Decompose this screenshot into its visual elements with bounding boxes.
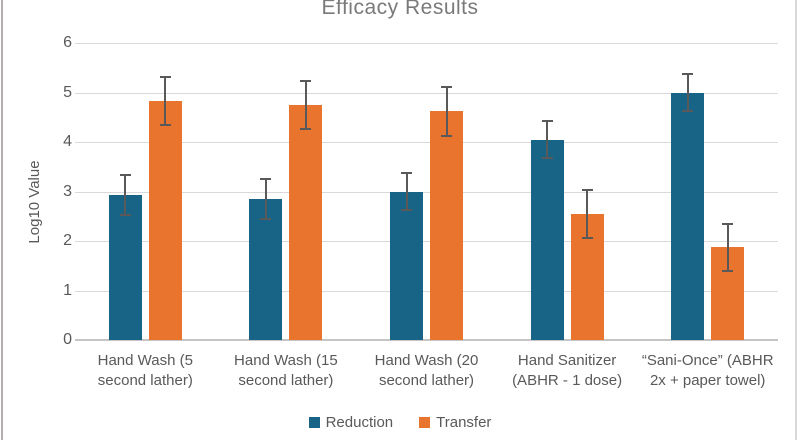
category-label-3: Hand Sanitizer (ABHR - 1 dose) <box>512 352 623 389</box>
y-tick-label-1: 1 <box>63 281 72 299</box>
y-tick-label-6: 6 <box>63 34 72 51</box>
error-bar-cap-bottom <box>581 237 593 240</box>
legend-label-transfer: Transfer <box>436 414 492 431</box>
error-bar-line <box>264 178 267 220</box>
error-bar-cap-top <box>401 171 412 174</box>
error-bar-cap-bottom <box>722 270 734 273</box>
error-bar-cap-bottom <box>682 110 694 113</box>
error-bar-cap-top <box>300 80 312 83</box>
error-bar-line <box>445 86 448 137</box>
category-label-4: “Sani-Once” (ABHR 2x + paper towel) <box>641 352 774 389</box>
error-bar-cap-bottom <box>119 213 131 216</box>
gridline-y2 <box>75 241 778 242</box>
legend-item-reduction: Reduction <box>308 414 394 431</box>
error-bar-line <box>164 76 167 126</box>
error-bar-cap-top <box>159 76 171 79</box>
bar-transfer-1 <box>289 104 323 340</box>
error-bar-cap-bottom <box>401 209 412 212</box>
x-axis-line <box>75 339 778 341</box>
error-bar-cap-bottom <box>260 217 272 220</box>
chart-title: Efficacy Results <box>321 0 479 19</box>
left-edge-line <box>1 0 3 440</box>
error-bar-cap-bottom <box>541 157 553 160</box>
y-tick-label-0: 0 <box>63 331 72 348</box>
error-bar-line <box>304 80 307 130</box>
error-bar-cap-top <box>260 178 272 181</box>
legend-label-reduction: Reduction <box>325 414 394 431</box>
error-bar-cap-bottom <box>441 134 452 137</box>
category-label-0: Hand Wash (5 second lather) <box>97 352 193 389</box>
right-edge-line <box>795 0 797 440</box>
category-label-1: Hand Wash (15 second lather) <box>234 352 338 389</box>
reduction-swatch-icon <box>308 417 320 428</box>
error-bar-cap-bottom <box>300 127 312 130</box>
y-tick-label-5: 5 <box>63 83 72 101</box>
gridline-y4 <box>75 142 778 143</box>
bar-reduction-0 <box>108 194 142 340</box>
legend-item-transfer: Transfer <box>419 415 491 430</box>
gridline-y3 <box>75 191 778 193</box>
bar-transfer-2 <box>430 111 463 340</box>
transfer-swatch-icon <box>419 417 431 428</box>
gridline-y5 <box>75 92 778 94</box>
error-bar-line <box>726 222 729 273</box>
error-bar-cap-bottom <box>159 123 171 126</box>
bar-reduction-1 <box>249 198 283 340</box>
error-bar-line <box>586 188 589 239</box>
bar-reduction-2 <box>390 191 423 340</box>
gridline-y6 <box>75 43 778 44</box>
error-bar-cap-top <box>581 188 593 191</box>
error-bar-cap-top <box>441 86 452 89</box>
error-bar-line <box>686 72 689 113</box>
error-bar-line <box>546 119 549 160</box>
error-bar-line <box>124 174 127 216</box>
bar-reduction-3 <box>530 139 564 340</box>
gridline-y1 <box>75 290 778 292</box>
error-bar-cap-top <box>722 222 734 225</box>
error-bar-cap-top <box>682 72 694 75</box>
category-label-2: Hand Wash (20 second lather) <box>374 352 479 389</box>
bar-transfer-0 <box>148 100 182 340</box>
bar-reduction-4 <box>671 92 705 340</box>
y-tick-label-4: 4 <box>63 133 72 150</box>
error-bar-cap-top <box>541 119 553 122</box>
error-bar-cap-top <box>119 174 131 177</box>
legend: Reduction Transfer <box>0 415 800 430</box>
y-tick-label-3: 3 <box>63 182 72 200</box>
error-bar-line <box>405 171 408 212</box>
y-tick-label-2: 2 <box>63 232 72 249</box>
